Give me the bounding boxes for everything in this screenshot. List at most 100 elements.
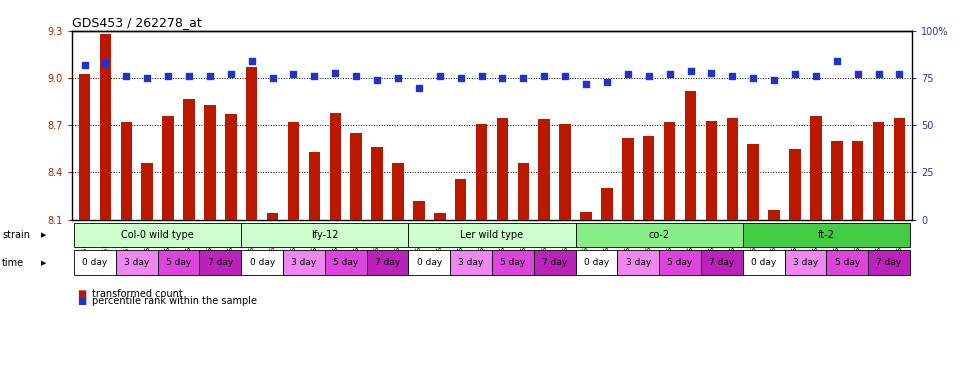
Point [474, 74, 490, 79]
Point [892, 71, 907, 77]
Text: percentile rank within the sample: percentile rank within the sample [92, 296, 257, 306]
Point [620, 71, 636, 77]
Text: lfy-12: lfy-12 [311, 230, 339, 240]
Text: 3 day: 3 day [291, 258, 317, 267]
Text: 7 day: 7 day [709, 258, 734, 267]
Text: 0 day: 0 day [250, 258, 275, 267]
Bar [748, 144, 759, 220]
Point [327, 70, 343, 75]
Bar [539, 119, 550, 220]
Text: 5 day: 5 day [166, 258, 191, 267]
Bar [183, 99, 195, 220]
Bar [204, 105, 216, 220]
Text: 7 day: 7 day [207, 258, 233, 267]
Bar [413, 201, 424, 220]
Text: 5 day: 5 day [500, 258, 525, 267]
Point [871, 71, 886, 77]
Text: GDS453 / 262278_at: GDS453 / 262278_at [72, 15, 202, 29]
Point [181, 74, 197, 79]
Point [641, 74, 657, 79]
Point [599, 79, 614, 85]
Bar [141, 163, 153, 220]
Bar [496, 117, 508, 220]
Text: Ler wild type: Ler wild type [461, 230, 523, 240]
Point [223, 71, 238, 77]
Point [766, 77, 781, 83]
Point [746, 75, 761, 81]
Bar [121, 122, 132, 220]
Point [850, 71, 865, 77]
Text: 5 day: 5 day [333, 258, 358, 267]
Bar [267, 213, 278, 220]
Bar [372, 147, 383, 220]
Point [662, 71, 678, 77]
Bar [706, 121, 717, 220]
Bar [288, 122, 300, 220]
Bar [476, 124, 488, 220]
Text: 0 day: 0 day [417, 258, 442, 267]
Text: 5 day: 5 day [834, 258, 860, 267]
Bar [560, 124, 571, 220]
Point [119, 74, 134, 79]
Bar [727, 117, 738, 220]
Bar [601, 188, 612, 220]
Bar [789, 149, 801, 220]
Point [725, 74, 740, 79]
Bar [309, 152, 320, 220]
Point [704, 70, 719, 75]
Text: ▶: ▶ [41, 232, 47, 238]
Text: 0 day: 0 day [83, 258, 108, 267]
Bar [79, 74, 90, 220]
Bar [684, 91, 696, 220]
Bar [768, 210, 780, 220]
Text: ■: ■ [77, 288, 86, 299]
Bar [517, 163, 529, 220]
Bar [643, 137, 655, 220]
Point [494, 75, 510, 81]
Bar [100, 34, 111, 220]
Bar [350, 133, 362, 220]
Text: 3 day: 3 day [626, 258, 651, 267]
Text: Col-0 wild type: Col-0 wild type [121, 230, 194, 240]
Point [98, 60, 113, 66]
Text: 5 day: 5 day [667, 258, 693, 267]
Point [516, 75, 531, 81]
Point [348, 74, 364, 79]
Text: ■: ■ [77, 296, 86, 306]
Point [265, 75, 280, 81]
Point [411, 85, 426, 91]
Text: ft-2: ft-2 [818, 230, 835, 240]
Bar [580, 212, 591, 220]
Bar [894, 117, 905, 220]
Text: ▶: ▶ [41, 260, 47, 266]
Point [808, 74, 824, 79]
Text: transformed count: transformed count [92, 288, 183, 299]
Text: 0 day: 0 day [751, 258, 777, 267]
Point [829, 58, 845, 64]
Bar [455, 179, 467, 220]
Bar [831, 141, 843, 220]
Point [683, 68, 698, 74]
Text: 0 day: 0 day [584, 258, 609, 267]
Bar [329, 113, 341, 220]
Text: 3 day: 3 day [793, 258, 818, 267]
Text: 3 day: 3 day [459, 258, 484, 267]
Bar [852, 141, 863, 220]
Text: strain: strain [2, 230, 30, 240]
Bar [434, 213, 445, 220]
Bar [225, 114, 236, 220]
Text: 7 day: 7 day [876, 258, 901, 267]
Bar [873, 122, 884, 220]
Point [139, 75, 155, 81]
Point [558, 74, 573, 79]
Text: 3 day: 3 day [124, 258, 150, 267]
Point [432, 74, 447, 79]
Text: 7 day: 7 day [542, 258, 567, 267]
Point [160, 74, 176, 79]
Point [286, 71, 301, 77]
Text: co-2: co-2 [649, 230, 670, 240]
Bar [393, 163, 404, 220]
Point [203, 74, 218, 79]
Bar [810, 116, 822, 220]
Point [306, 74, 322, 79]
